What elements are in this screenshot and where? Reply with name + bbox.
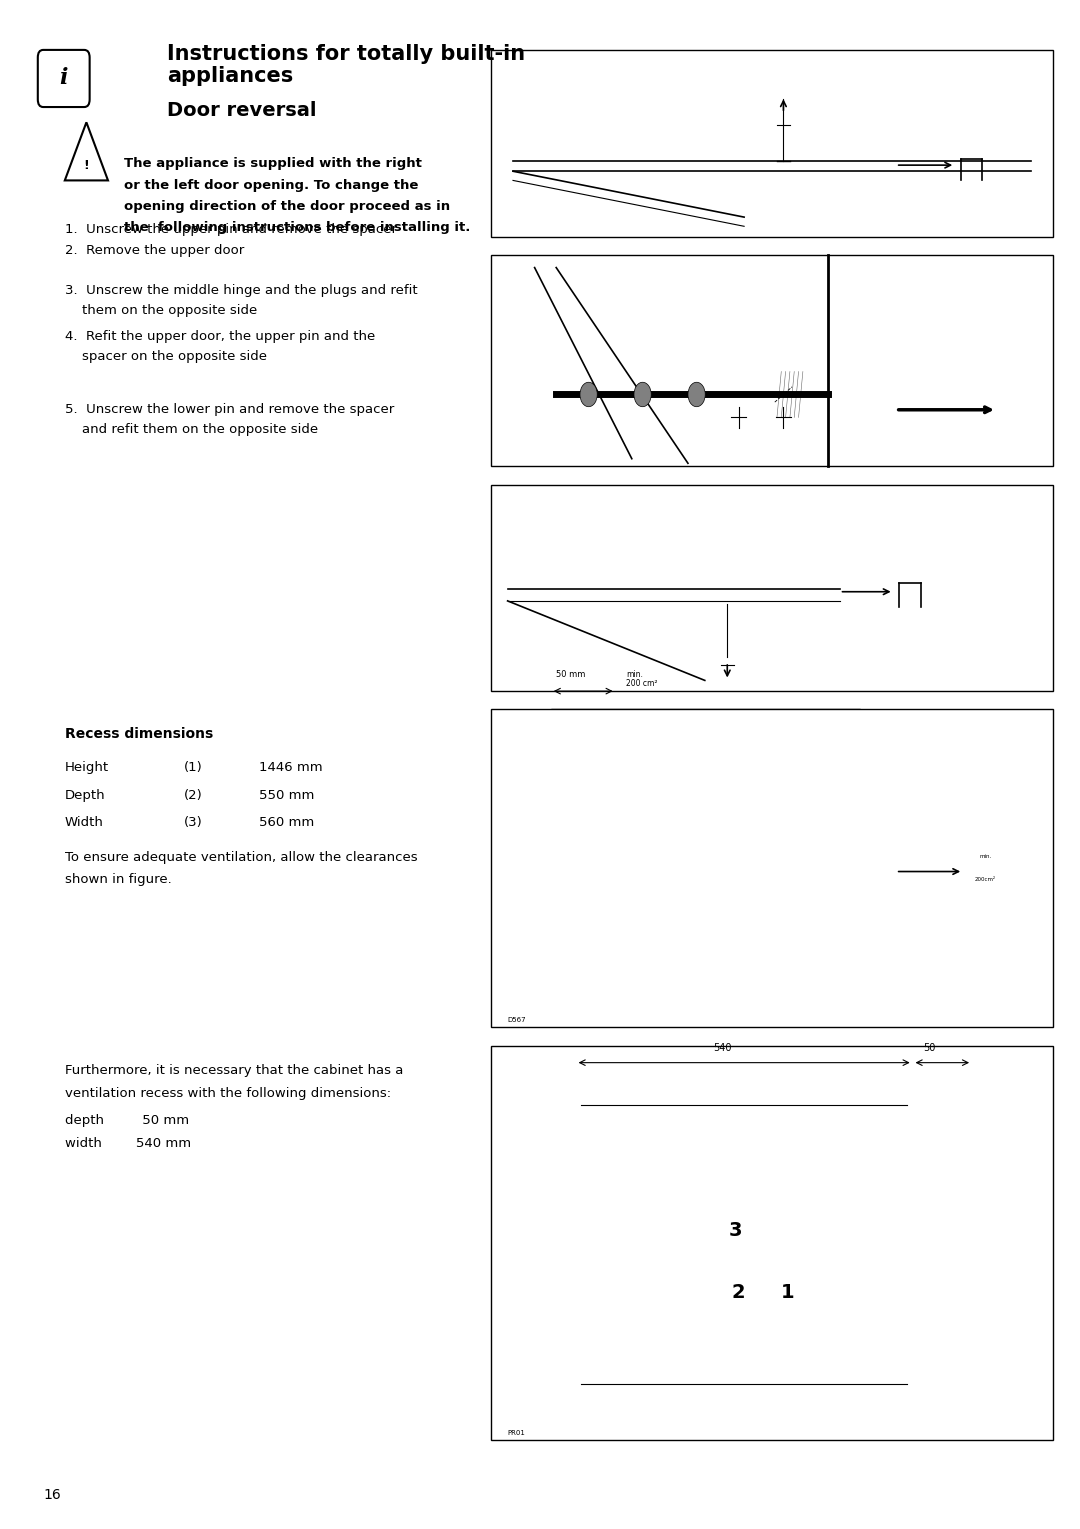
Text: 2.  Remove the upper door: 2. Remove the upper door — [65, 245, 244, 257]
Text: 1446 mm: 1446 mm — [259, 761, 323, 774]
FancyBboxPatch shape — [38, 50, 90, 107]
Polygon shape — [502, 709, 551, 1027]
Text: ventilation recess with the following dimensions:: ventilation recess with the following di… — [65, 1087, 391, 1099]
Text: 550 mm: 550 mm — [259, 789, 314, 801]
Text: or the left door opening. To change the: or the left door opening. To change the — [124, 179, 419, 191]
Text: 1: 1 — [781, 1283, 794, 1301]
Text: Recess dimensions: Recess dimensions — [65, 726, 213, 742]
Text: min.: min. — [626, 670, 644, 679]
Text: (2): (2) — [184, 789, 202, 801]
Text: appliances: appliances — [167, 66, 294, 87]
Text: To ensure adequate ventilation, allow the clearances: To ensure adequate ventilation, allow th… — [65, 852, 418, 864]
Polygon shape — [551, 986, 1042, 1027]
Circle shape — [688, 382, 705, 407]
Text: 3: 3 — [729, 1222, 742, 1240]
Text: The appliance is supplied with the right: The appliance is supplied with the right — [124, 157, 422, 170]
Text: opening direction of the door proceed as in: opening direction of the door proceed as… — [124, 200, 450, 213]
Text: PR01: PR01 — [508, 1430, 526, 1436]
Text: Depth: Depth — [65, 789, 106, 801]
Text: 200cm²: 200cm² — [975, 876, 996, 882]
Bar — [491, 485, 1053, 691]
Text: width        540 mm: width 540 mm — [65, 1138, 191, 1150]
Text: depth         50 mm: depth 50 mm — [65, 1115, 189, 1127]
Text: Width: Width — [65, 816, 104, 829]
Text: 3.  Unscrew the middle hinge and the plugs and refit: 3. Unscrew the middle hinge and the plug… — [65, 284, 418, 297]
Circle shape — [580, 382, 597, 407]
Text: 540: 540 — [713, 1043, 732, 1053]
Text: min.: min. — [980, 855, 991, 859]
Text: spacer on the opposite side: spacer on the opposite side — [65, 350, 267, 362]
Bar — [576, 1078, 913, 1414]
Text: 4.  Refit the upper door, the upper pin and the: 4. Refit the upper door, the upper pin a… — [65, 330, 375, 342]
Text: i: i — [59, 67, 68, 90]
Text: 50 mm: 50 mm — [556, 670, 585, 679]
Bar — [551, 709, 860, 986]
Text: !: ! — [83, 159, 90, 171]
Text: 16: 16 — [43, 1488, 60, 1503]
Text: 1.  Unscrew the upper pin and remove the spacer: 1. Unscrew the upper pin and remove the … — [65, 223, 396, 235]
Text: 200 cm²: 200 cm² — [626, 679, 658, 688]
Text: (3): (3) — [184, 816, 202, 829]
Text: (1): (1) — [184, 761, 202, 774]
Text: Instructions for totally built-in: Instructions for totally built-in — [167, 43, 526, 64]
Text: Height: Height — [65, 761, 109, 774]
Text: 50: 50 — [923, 1043, 935, 1053]
Text: D567: D567 — [508, 1017, 526, 1023]
Bar — [491, 709, 1053, 1027]
Text: 2: 2 — [732, 1283, 745, 1301]
Text: and refit them on the opposite side: and refit them on the opposite side — [65, 424, 318, 436]
Text: 560 mm: 560 mm — [259, 816, 314, 829]
Text: shown in figure.: shown in figure. — [65, 873, 172, 885]
Bar — [491, 50, 1053, 237]
Text: them on the opposite side: them on the opposite side — [65, 304, 257, 317]
Text: the  following instructions before installing it.: the following instructions before instal… — [124, 222, 471, 234]
Circle shape — [634, 382, 651, 407]
Text: 5.  Unscrew the lower pin and remove the spacer: 5. Unscrew the lower pin and remove the … — [65, 404, 394, 416]
Bar — [491, 255, 1053, 466]
Text: Furthermore, it is necessary that the cabinet has a: Furthermore, it is necessary that the ca… — [65, 1064, 403, 1076]
Bar — [491, 1046, 1053, 1440]
Text: Door reversal: Door reversal — [167, 101, 316, 119]
